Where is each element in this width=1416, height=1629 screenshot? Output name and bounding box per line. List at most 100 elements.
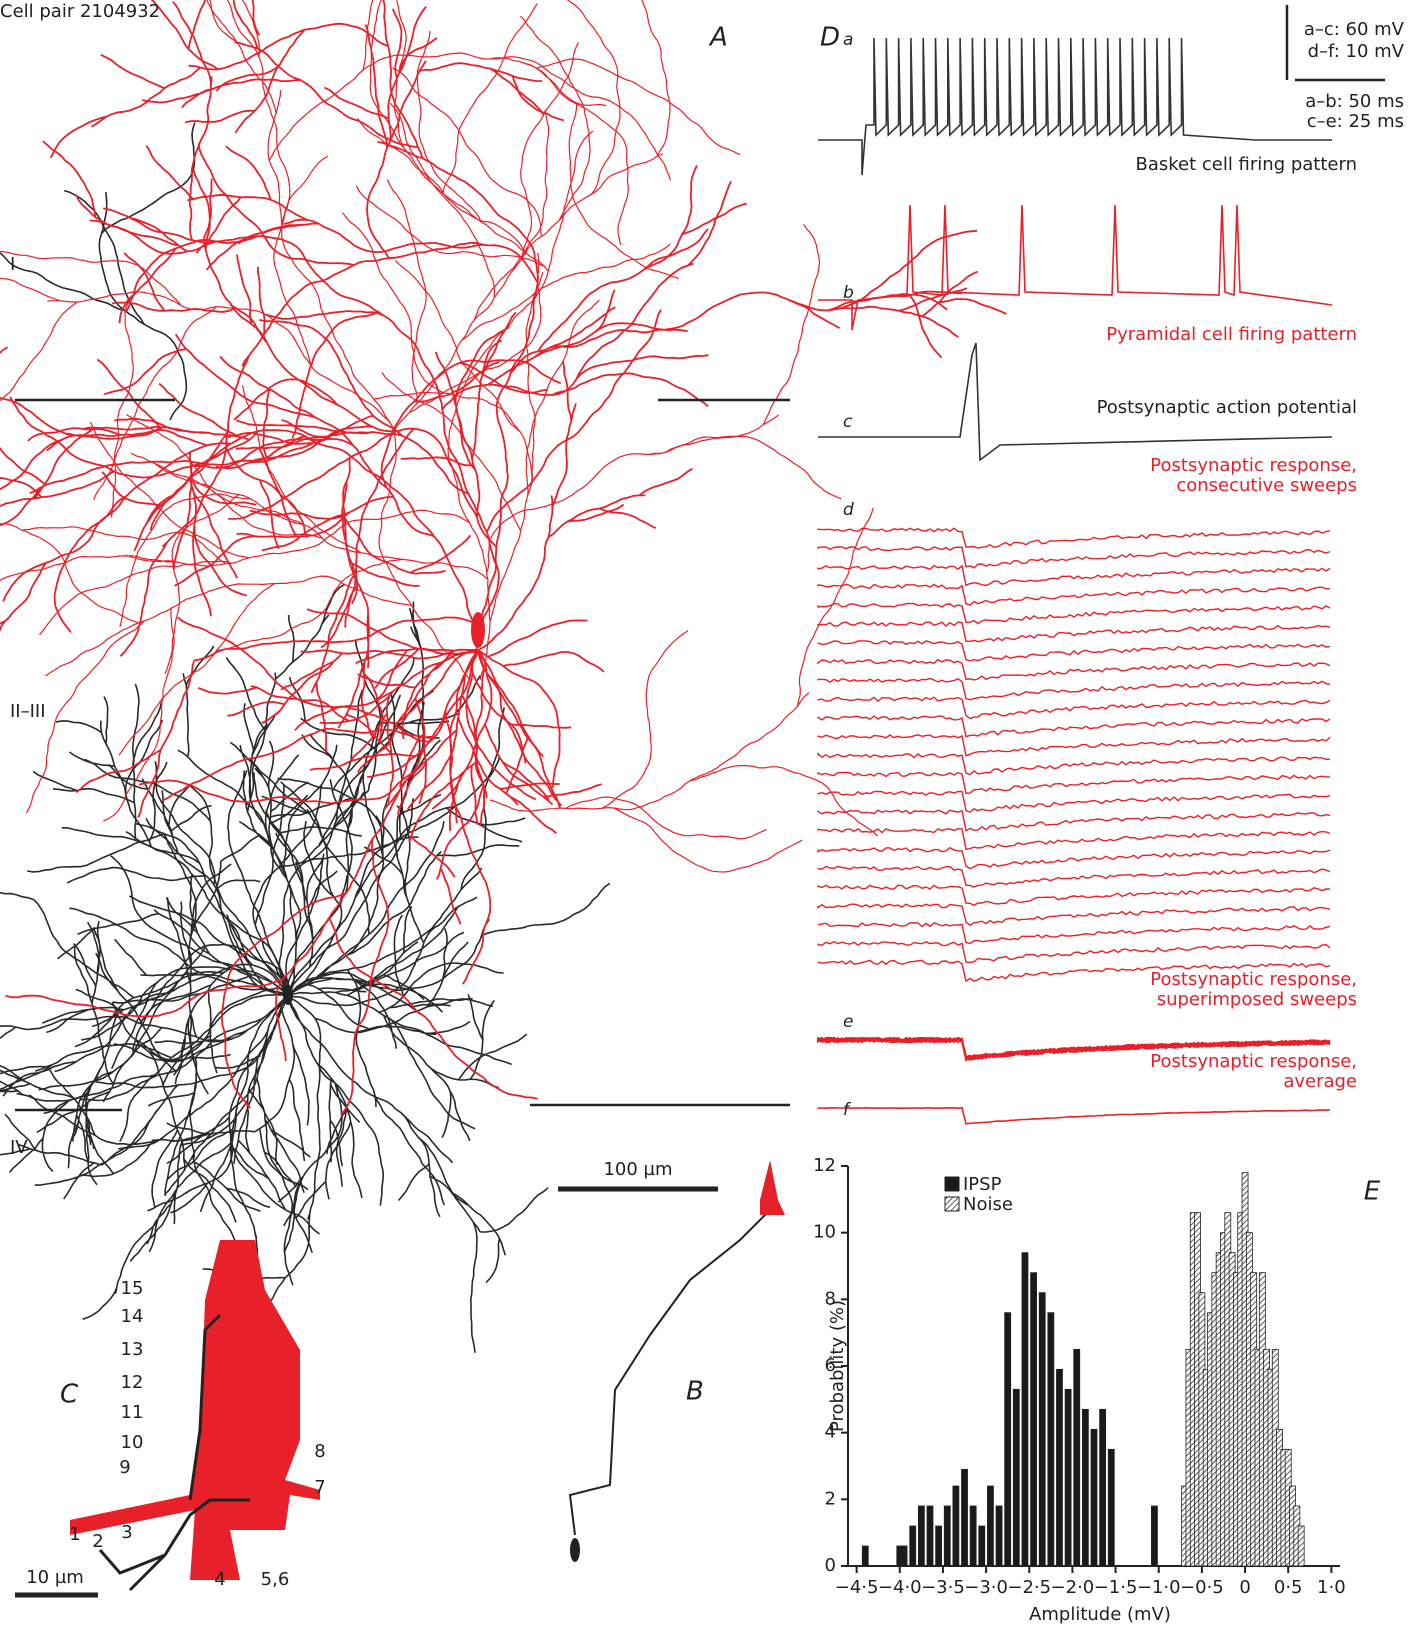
contact-label: 10 <box>121 1432 144 1453</box>
neuron <box>0 123 195 421</box>
bar <box>953 1486 959 1566</box>
bar <box>1074 1349 1080 1566</box>
bar <box>1013 1389 1019 1566</box>
bar <box>1022 1253 1028 1566</box>
x-tick-label: −2·0 <box>1051 1577 1095 1598</box>
figure: aBasket cell firing patternbPyramidal ce… <box>0 0 1416 1629</box>
trace <box>818 697 1330 718</box>
panel-label: C <box>60 1380 79 1410</box>
y-tick-label: 0 <box>825 1555 836 1576</box>
layer-label: I <box>10 254 15 275</box>
legend-swatch <box>945 1177 959 1191</box>
soma <box>570 1538 580 1562</box>
bar <box>962 1469 968 1566</box>
trace-caption: Postsynaptic response, <box>1150 455 1357 476</box>
bar <box>901 1546 907 1566</box>
contact-label: 4 <box>214 1569 225 1590</box>
trace <box>818 810 1330 831</box>
x-axis-label: Amplitude (mV) <box>1029 1604 1171 1625</box>
bar <box>1056 1369 1062 1566</box>
x-tick-label: −1·5 <box>1094 1577 1138 1598</box>
contact-label: 2 <box>92 1531 103 1552</box>
bar <box>936 1526 942 1566</box>
soma <box>471 612 485 648</box>
bar <box>1065 1389 1071 1566</box>
layer-label: II–III <box>10 701 46 722</box>
trace <box>818 791 1330 812</box>
bar <box>862 1546 868 1566</box>
x-tick-label: −2·5 <box>1007 1577 1051 1598</box>
y-tick-label: 12 <box>813 1155 836 1176</box>
trace <box>818 716 1330 737</box>
x-tick-label: −1·0 <box>1137 1577 1181 1598</box>
scale-label: c–e: 25 ms <box>1307 111 1404 132</box>
legend-label: IPSP <box>963 1174 1002 1195</box>
x-tick-label: −0·5 <box>1180 1577 1224 1598</box>
bar <box>987 1486 993 1566</box>
scale-label: a–b: 50 ms <box>1305 91 1404 112</box>
trace-caption: Pyramidal cell firing pattern <box>1106 324 1357 345</box>
panel-label: A <box>708 23 728 53</box>
contact-label: 11 <box>121 1402 144 1423</box>
bar <box>944 1506 950 1566</box>
trace <box>818 829 1330 850</box>
trace-caption: Postsynaptic response, <box>1150 1051 1357 1072</box>
neuron <box>0 0 1007 1116</box>
soma <box>283 985 293 1005</box>
contact-label: 7 <box>314 1477 325 1498</box>
trace-label: c <box>843 412 853 432</box>
contact-label: 12 <box>121 1372 144 1393</box>
panel-label: E <box>1364 1177 1381 1207</box>
contact-label: 13 <box>121 1339 144 1360</box>
trace <box>818 641 1330 661</box>
trace-label: d <box>843 500 854 520</box>
scale-label: a–c: 60 mV <box>1304 19 1405 40</box>
trace-caption: average <box>1283 1071 1357 1092</box>
trace-caption: superimposed sweeps <box>1157 989 1357 1010</box>
contact-label: 1 <box>69 1524 80 1545</box>
x-tick-label: −4·5 <box>835 1577 879 1598</box>
trace <box>818 547 1330 568</box>
y-axis-label: Probability (%) <box>827 1300 848 1432</box>
trace <box>818 660 1330 680</box>
x-tick-label: 0 <box>1239 1577 1250 1598</box>
contact-label: 5,6 <box>261 1569 290 1590</box>
x-tick-label: −4·0 <box>878 1577 922 1598</box>
trace <box>818 584 1330 605</box>
contact-label: 8 <box>314 1441 325 1462</box>
trace-caption: Postsynaptic action potential <box>1097 397 1357 418</box>
dendrite <box>70 1240 320 1580</box>
bar <box>996 1506 1002 1566</box>
scale-label: 10 µm <box>26 1567 84 1588</box>
histogram: 024681012−4·5−4·0−3·5−3·0−2·5−2·0−1·5−1·… <box>813 1155 1381 1625</box>
neuron-drawings <box>0 0 1007 1562</box>
axon <box>570 1210 770 1535</box>
trace <box>818 848 1330 869</box>
trace-label: a <box>843 30 853 50</box>
trace <box>818 772 1330 793</box>
trace-caption: consecutive sweeps <box>1176 475 1357 496</box>
bar <box>927 1506 933 1566</box>
bar <box>910 1526 916 1566</box>
trace <box>818 885 1330 905</box>
trace <box>818 566 1330 586</box>
x-tick-label: 0·5 <box>1274 1577 1303 1598</box>
layer-label: IV <box>10 1137 28 1158</box>
x-tick-label: −3·5 <box>921 1577 965 1598</box>
bar <box>1039 1293 1045 1566</box>
panel-label: B <box>686 1377 704 1407</box>
contact-label: 9 <box>119 1457 130 1478</box>
trace <box>818 866 1330 887</box>
trace <box>818 604 1330 624</box>
trace <box>818 622 1330 642</box>
bar <box>1091 1429 1097 1566</box>
trace <box>818 735 1330 756</box>
bar <box>1108 1449 1114 1566</box>
trace-label: f <box>843 1100 852 1120</box>
trace <box>818 923 1330 944</box>
trace <box>818 1108 1330 1124</box>
legend-label: Noise <box>963 1194 1013 1215</box>
bar <box>970 1506 976 1566</box>
legend-swatch <box>945 1197 959 1211</box>
